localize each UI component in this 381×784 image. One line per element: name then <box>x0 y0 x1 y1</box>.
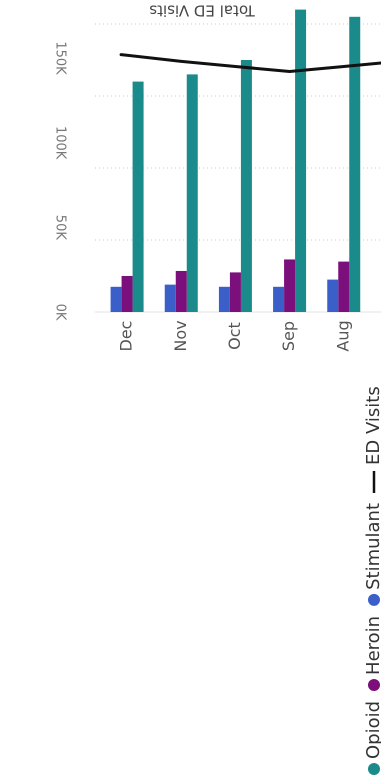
tick-label-nov: Nov <box>171 320 190 351</box>
tick-label-sep: Sep <box>279 321 298 351</box>
bar-heroin-sep <box>284 259 296 312</box>
right-tick-0k: 0K <box>53 304 68 321</box>
bar-opioid-oct <box>240 60 252 312</box>
right-tick-150k: 150K <box>53 41 68 75</box>
legend-label-heroin: Heroin <box>363 616 381 675</box>
legend-label-stimulant: Stimulant <box>363 503 381 590</box>
bar-heroin-nov <box>175 270 187 312</box>
bar-opioid-nov <box>186 74 198 313</box>
bar-opioid-aug <box>349 16 361 313</box>
right-tick-100k: 100K <box>53 126 68 160</box>
line-ed-visits <box>119 53 381 73</box>
bar-heroin-aug <box>338 261 350 312</box>
tick-label-dec: Dec <box>117 321 136 352</box>
bar-stimulant-sep <box>273 286 285 312</box>
legend-marker-opioid <box>368 763 380 775</box>
right-tick-50k: 50K <box>53 215 68 241</box>
tick-label-oct: Oct <box>225 322 244 350</box>
bar-opioid-dec <box>132 81 144 312</box>
bar-stimulant-nov <box>164 284 176 312</box>
legend-marker-heroin <box>368 678 380 691</box>
bar-opioid-sep <box>295 9 307 312</box>
bar-stimulant-aug <box>327 279 339 312</box>
legend-label-opioid: Opioid <box>363 701 381 759</box>
legend-marker-stimulant <box>368 593 380 606</box>
bar-heroin-oct <box>229 272 241 312</box>
right-axis-title: Total ED Visits <box>149 2 256 20</box>
tick-label-aug: Aug <box>333 320 352 351</box>
legend-label-ed-visits: ED Visits <box>363 386 381 465</box>
bar-heroin-dec <box>121 276 133 312</box>
bar-stimulant-oct <box>218 286 230 312</box>
bar-stimulant-dec <box>110 286 122 312</box>
